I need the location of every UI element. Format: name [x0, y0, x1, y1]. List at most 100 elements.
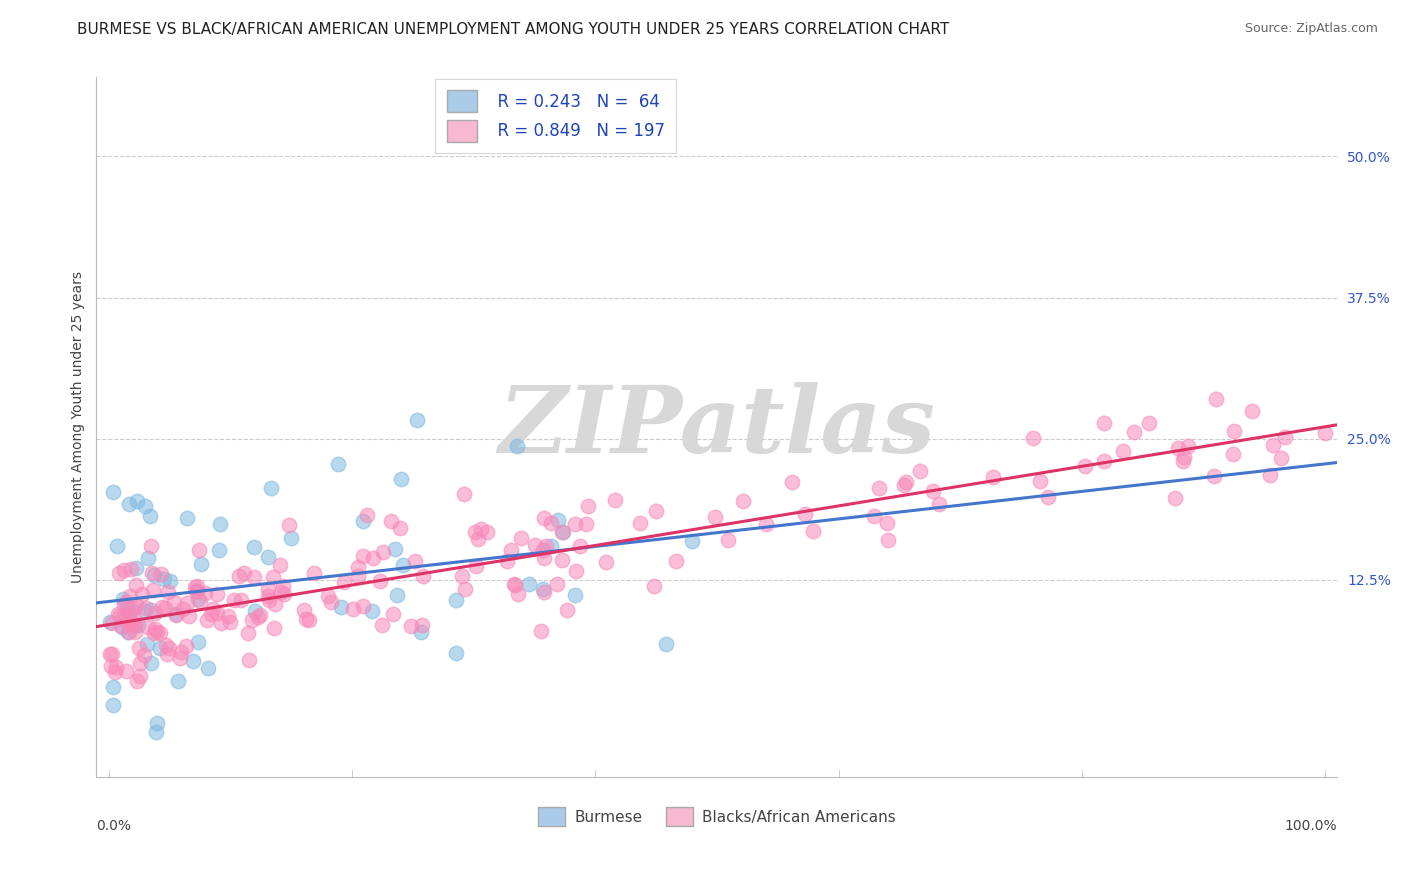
Point — [111, 609, 134, 624]
Point — [176, 511, 198, 525]
Point — [125, 494, 148, 508]
Point — [150, 566, 173, 581]
Point — [406, 413, 429, 427]
Point — [205, 587, 228, 601]
Point — [134, 500, 156, 514]
Point — [112, 599, 135, 613]
Point — [118, 625, 141, 640]
Point — [149, 626, 172, 640]
Point — [240, 613, 263, 627]
Point — [665, 554, 688, 568]
Text: 100.0%: 100.0% — [1285, 819, 1337, 833]
Point — [146, 715, 169, 730]
Point — [194, 585, 217, 599]
Point — [117, 602, 139, 616]
Point — [136, 619, 159, 633]
Point — [108, 608, 131, 623]
Point — [385, 588, 408, 602]
Point — [603, 492, 626, 507]
Point — [117, 624, 139, 639]
Point — [876, 533, 898, 547]
Point — [169, 651, 191, 665]
Point — [100, 616, 122, 631]
Point — [704, 509, 727, 524]
Point — [1022, 431, 1045, 445]
Legend: Burmese, Blacks/African Americans: Burmese, Blacks/African Americans — [531, 801, 903, 832]
Point — [184, 580, 207, 594]
Point — [101, 485, 124, 500]
Point — [142, 625, 165, 640]
Point — [1094, 453, 1116, 467]
Point — [118, 589, 141, 603]
Point — [1173, 450, 1195, 464]
Point — [446, 646, 468, 660]
Point — [328, 457, 350, 471]
Point — [197, 661, 219, 675]
Point — [981, 470, 1004, 484]
Point — [103, 698, 125, 712]
Point — [139, 539, 162, 553]
Point — [384, 542, 406, 557]
Point — [145, 606, 167, 620]
Point — [125, 599, 148, 613]
Point — [896, 475, 918, 489]
Point — [1171, 454, 1194, 468]
Point — [208, 542, 231, 557]
Point — [332, 575, 354, 590]
Point — [643, 579, 665, 593]
Point — [352, 599, 374, 613]
Point — [801, 524, 824, 539]
Point — [114, 665, 136, 679]
Point — [654, 637, 676, 651]
Point — [540, 516, 562, 530]
Point — [172, 602, 194, 616]
Point — [352, 549, 374, 564]
Point — [399, 619, 422, 633]
Point — [908, 464, 931, 478]
Point — [388, 521, 411, 535]
Point — [159, 574, 181, 588]
Point — [120, 561, 142, 575]
Point — [450, 569, 472, 583]
Point — [186, 579, 208, 593]
Y-axis label: Unemployment Among Youth under 25 years: Unemployment Among Youth under 25 years — [72, 271, 86, 583]
Point — [236, 625, 259, 640]
Point — [470, 522, 492, 536]
Point — [118, 608, 141, 623]
Point — [242, 570, 264, 584]
Point — [546, 576, 568, 591]
Point — [361, 550, 384, 565]
Point — [928, 497, 950, 511]
Point — [453, 487, 475, 501]
Point — [138, 508, 160, 523]
Point — [217, 609, 239, 624]
Point — [146, 625, 169, 640]
Point — [475, 525, 498, 540]
Point — [536, 539, 558, 553]
Point — [893, 478, 915, 492]
Point — [257, 550, 280, 565]
Point — [292, 603, 315, 617]
Point — [540, 539, 562, 553]
Point — [564, 588, 586, 602]
Point — [260, 481, 283, 495]
Point — [921, 483, 943, 498]
Point — [565, 565, 588, 579]
Point — [550, 525, 572, 540]
Point — [1092, 416, 1115, 430]
Point — [280, 531, 302, 545]
Point — [1205, 392, 1227, 406]
Point — [114, 612, 136, 626]
Point — [132, 603, 155, 617]
Text: ZIPatlas: ZIPatlas — [498, 383, 935, 473]
Point — [754, 517, 776, 532]
Point — [205, 606, 228, 620]
Point — [346, 568, 368, 582]
Point — [209, 616, 232, 631]
Point — [129, 657, 152, 671]
Point — [263, 621, 285, 635]
Point — [568, 539, 591, 553]
Point — [595, 555, 617, 569]
Point — [411, 617, 433, 632]
Point — [347, 560, 370, 574]
